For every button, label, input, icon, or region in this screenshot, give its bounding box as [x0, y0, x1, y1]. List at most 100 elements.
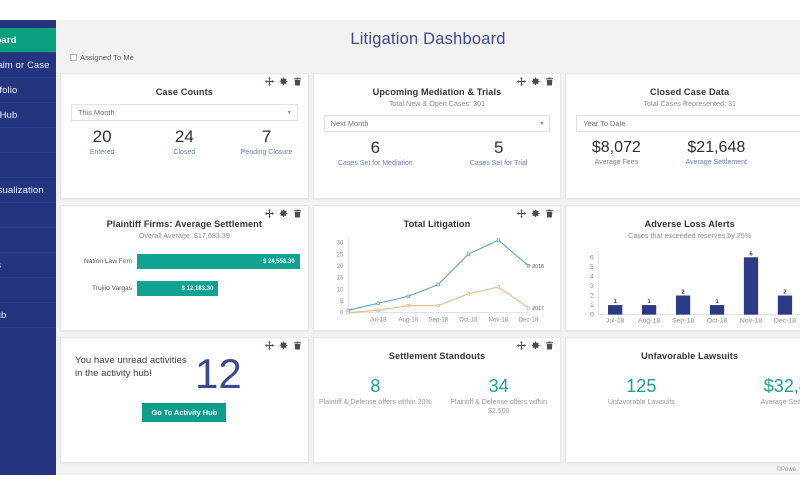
card-title: Case Counts — [155, 87, 213, 97]
kpi-label: Cases Set for Mediation — [337, 159, 413, 167]
kpi-entered: 20 Entered — [61, 127, 143, 157]
sidebar-item-settings[interactable]: Settings — [0, 253, 56, 278]
gear-icon[interactable] — [279, 77, 288, 86]
kpi-pending-closure: 7 Pending Closure — [225, 127, 307, 157]
sidebar-item-data-visualization[interactable]: Data Visualization — [0, 178, 56, 203]
kpi-row: 125 Unfavorable Lawsuits $32,46 Average … — [566, 376, 800, 407]
sidebar-item-label: Help Hub — [0, 310, 7, 321]
kpi-label: Average Settlement — [760, 398, 800, 406]
chevron-down-icon: ▾ — [540, 120, 544, 127]
kpi-label: Pending Closure — [240, 148, 293, 156]
card-unfavorable-lawsuits: Unfavorable Lawsuits 125 Unfavorable Law… — [565, 337, 800, 463]
svg-text:2: 2 — [590, 293, 594, 300]
trash-icon[interactable] — [545, 209, 554, 218]
card-header: Upcoming Mediation & Trials Total New & … — [314, 74, 561, 108]
card-header: Total Litigation — [314, 206, 561, 229]
trash-icon[interactable] — [293, 341, 302, 350]
card-closed-case-data: Closed Case Data Total Cases Represented… — [565, 73, 800, 199]
move-icon[interactable] — [264, 209, 274, 218]
total-litigation-chart: 0 5 10 15 20 25 30 Jul-18 Aug-18 Sep-18 Oct-18 Nov-… — [314, 232, 561, 328]
kpi-row: 8 Plaintiff & Defense offers within 20% … — [314, 376, 561, 417]
kpi-average-fees: $8,072 Average Fees — [566, 139, 666, 167]
kpi-label: Cases Set for Trial — [469, 159, 528, 167]
sidebar-item-label: Data Visualization — [0, 185, 44, 196]
kpi-label: Average Fees — [594, 158, 639, 166]
sidebar-item-dashboard[interactable]: Dashboard — [0, 28, 56, 53]
trash-icon[interactable] — [545, 341, 554, 350]
svg-text:1: 1 — [614, 299, 617, 305]
sidebar-item-blank-2[interactable] — [0, 153, 56, 178]
card-title: Upcoming Mediation & Trials — [372, 87, 502, 97]
move-icon[interactable] — [517, 77, 527, 86]
trash-icon[interactable] — [545, 77, 554, 86]
bar-row: Nation Law Firm $ 24,558.30 — [65, 254, 300, 269]
trash-icon[interactable] — [293, 209, 302, 218]
kpi-value: 8 — [370, 376, 381, 396]
kpi-value: 7 — [261, 127, 272, 146]
assigned-to-me-checkbox[interactable] — [70, 54, 77, 61]
sidebar-item-blank-3[interactable] — [0, 203, 56, 228]
closed-case-period-select[interactable]: Year To Date — [576, 115, 800, 132]
kpi-value: 5 — [493, 138, 504, 157]
kpi-offers-within-2500: 34 Plaintiff & Defense offers within $2,… — [437, 376, 560, 417]
svg-text:4: 4 — [590, 274, 594, 281]
card-title: Closed Case Data — [650, 87, 730, 97]
kpi-row: 20 Entered 24 Closed 7 Pending Closure — [61, 127, 308, 157]
sidebar-item-help-hub[interactable]: Help Hub — [0, 303, 56, 328]
kpi-value: 6 — [768, 139, 800, 157]
topbar: Litigation Dashboard Assigned To Me — [56, 20, 800, 73]
go-to-activity-hub-button[interactable]: Go To Activity Hub — [142, 403, 227, 422]
kpi-label: Entered — [89, 148, 115, 156]
bar-fill: $ 24,558.30 — [137, 254, 300, 269]
move-icon[interactable] — [517, 341, 527, 350]
assigned-to-me-filter[interactable]: Assigned To Me — [70, 53, 134, 62]
activity-hub-action: Go To Activity Hub — [61, 402, 308, 422]
assigned-to-me-label: Assigned To Me — [80, 53, 134, 62]
kpi-row: 6 Cases Set for Mediation 5 Cases Set fo… — [314, 138, 561, 168]
card-total-litigation: Total Litigation 0 5 10 15 20 25 30 Jul-18 Aug-1… — [312, 205, 562, 331]
gear-icon[interactable] — [531, 77, 540, 86]
gear-icon[interactable] — [531, 209, 540, 218]
move-icon[interactable] — [264, 77, 274, 86]
sidebar-item-activity-hub[interactable]: Activity Hub — [0, 103, 56, 128]
card-subtitle: Total New & Open Cases: 301 — [388, 99, 486, 108]
bar-label: Trujilo Vargas — [92, 285, 132, 292]
card-upcoming-mediation-trials: Upcoming Mediation & Trials Total New & … — [312, 73, 562, 199]
svg-text:30: 30 — [336, 240, 343, 247]
svg-text:Aug-18: Aug-18 — [398, 316, 418, 323]
gear-icon[interactable] — [531, 341, 540, 350]
trash-icon[interactable] — [293, 77, 302, 86]
sidebar-item-blank-4[interactable] — [0, 228, 56, 253]
move-icon[interactable] — [264, 341, 274, 350]
svg-text:Oct-18: Oct-18 — [459, 316, 478, 323]
gear-icon[interactable] — [279, 341, 288, 350]
kpi-value: 125 — [626, 376, 657, 396]
sidebar-item-blank-5[interactable] — [0, 278, 56, 303]
kpi-label: Average — [768, 158, 800, 167]
chevron-down-icon: ▾ — [287, 109, 291, 116]
card-header: Case Counts — [61, 74, 308, 97]
svg-text:Sep-18: Sep-18 — [672, 318, 695, 325]
card-subtitle: Total Cases Represented: 31 — [643, 99, 737, 108]
svg-text:25: 25 — [336, 251, 343, 258]
kpi-label: Unfavorable Lawsuits — [607, 398, 675, 406]
activity-hub-count: 12 — [195, 350, 242, 397]
case-counts-period-select[interactable]: This Month ▾ — [71, 104, 298, 121]
card-toolbar — [264, 209, 302, 218]
gear-icon[interactable] — [279, 209, 288, 218]
kpi-offers-within-20-percent: 8 Plaintiff & Defense offers within 20% — [314, 376, 437, 417]
card-title: Total Litigation — [403, 219, 471, 229]
card-header: Unfavorable Lawsuits — [566, 338, 800, 361]
kpi-average-settlement: $32,46 Average Settlement — [716, 376, 800, 407]
sidebar: Dashboard New Claim or Case My Portfolio… — [0, 20, 56, 475]
line-chart-svg: 0 5 10 15 20 25 30 Jul-18 Aug-18 Sep-18 Oct-18 Nov-… — [336, 237, 544, 323]
svg-text:Sep-18: Sep-18 — [428, 316, 448, 323]
move-icon[interactable] — [517, 209, 527, 218]
sidebar-item-my-portfolio[interactable]: My Portfolio — [0, 78, 56, 103]
sidebar-item-blank-1[interactable] — [0, 128, 56, 153]
card-header: Adverse Loss Alerts Cases that exceeded … — [566, 206, 800, 240]
upcoming-period-select[interactable]: Next Month ▾ — [323, 115, 551, 132]
svg-text:5: 5 — [590, 264, 594, 271]
sidebar-item-new-claim-or-case[interactable]: New Claim or Case — [0, 53, 56, 78]
